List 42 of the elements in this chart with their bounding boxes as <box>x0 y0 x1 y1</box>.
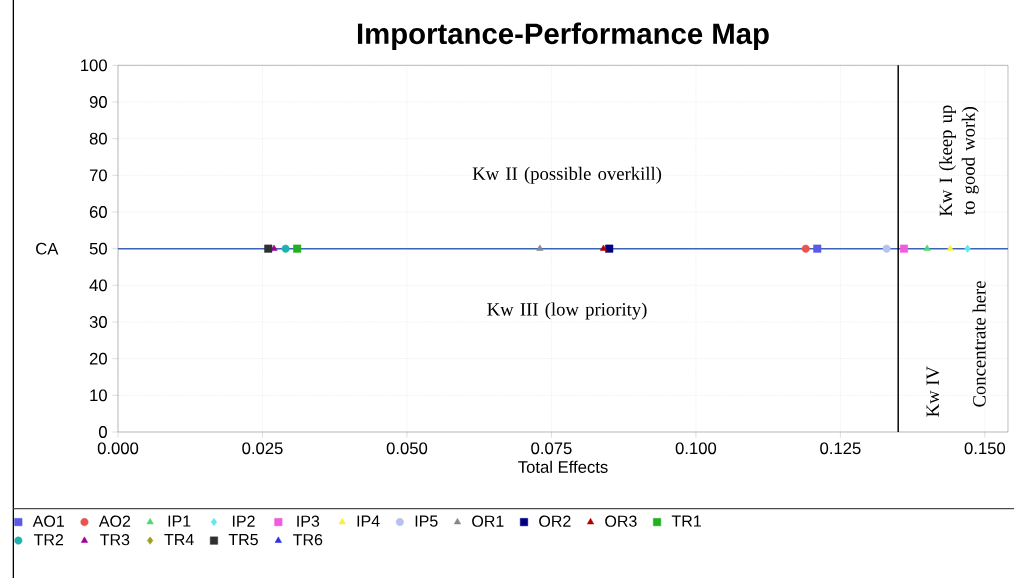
chart-title: Importance-Performance Map <box>357 22 769 50</box>
legend-label: IP3 <box>297 515 320 527</box>
x-tick-label: 0.100 <box>675 442 717 455</box>
x-tick-label: 0.050 <box>386 442 428 455</box>
x-tick-label: 0.075 <box>531 442 572 455</box>
legend-label: IP4 <box>357 515 380 527</box>
annotation: Concentrate here <box>972 281 986 407</box>
legend-label: OR3 <box>605 515 637 527</box>
y-tick-label: 80 <box>89 132 107 145</box>
x-axis-title: Total Effects <box>518 460 608 473</box>
legend-label: OR2 <box>539 515 571 527</box>
legend-label: IP5 <box>415 515 438 527</box>
x-tick-label: 0.000 <box>97 442 139 455</box>
x-tick-label: 0.025 <box>242 442 283 455</box>
legend-label: IP1 <box>168 515 191 527</box>
y-tick-label: 20 <box>89 352 107 365</box>
y-tick-label: 10 <box>90 389 107 402</box>
x-tick-label: 0.150 <box>964 442 1006 455</box>
y-tick-label: 50 <box>89 242 107 255</box>
y-tick-label: 40 <box>89 279 107 292</box>
y-tick-label: 70 <box>89 169 107 182</box>
legend-label: AO2 <box>98 515 131 527</box>
y-tick-label: 0 <box>98 426 107 438</box>
annotation: Kw II (possible overkill) <box>472 166 662 184</box>
legend-label: OR1 <box>472 515 504 527</box>
annotation: Kw III (low priority) <box>487 302 647 320</box>
y-axis-title: CA <box>36 242 59 255</box>
legend-label: IP2 <box>232 515 255 527</box>
legend-label: TR2 <box>33 534 64 546</box>
y-tick-label: 90 <box>89 96 107 108</box>
legend-label: TR4 <box>164 534 194 546</box>
legend-label: TR6 <box>293 534 323 546</box>
legend-label: TR5 <box>228 534 258 546</box>
annotation: Kw IV <box>926 366 940 417</box>
x-tick-label: 0.125 <box>820 442 861 455</box>
y-tick-label: 100 <box>81 59 107 72</box>
legend-label: TR1 <box>671 515 701 527</box>
y-tick-label: 30 <box>89 316 107 328</box>
legend-label: AO1 <box>32 515 64 527</box>
y-tick-label: 60 <box>89 206 107 218</box>
annotation: Kw I (keep up to good work) <box>939 105 979 217</box>
legend-label: TR3 <box>100 534 130 546</box>
